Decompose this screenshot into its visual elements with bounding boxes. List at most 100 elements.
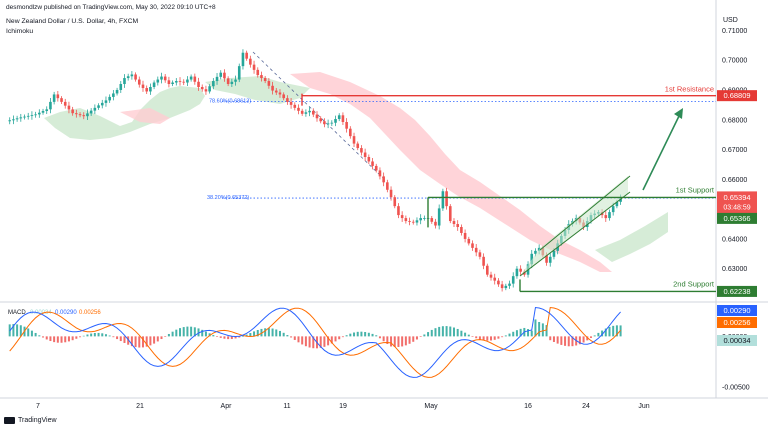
candle-body: [356, 143, 360, 149]
x-tick-label: Jun: [638, 403, 649, 410]
macd-hist-bar: [308, 336, 311, 348]
fib-label-1: 38.20%(0.65372): [207, 195, 249, 201]
macd-hist-bar: [449, 326, 452, 337]
hist-badge-bg: [717, 335, 757, 346]
macd-badge: 0.00290: [723, 306, 750, 315]
macd-legend-signal: 0.00256: [79, 310, 101, 316]
candle-body: [100, 102, 104, 106]
candle-body: [456, 224, 459, 228]
macd-hist-bar: [93, 332, 96, 337]
macd-hist-bar: [278, 330, 281, 337]
macd-hist-bar: [504, 335, 507, 337]
candle-body: [400, 215, 404, 219]
candle-body: [8, 120, 12, 122]
resistance-label: 1st Resistance: [665, 85, 714, 94]
macd-hist-bar: [245, 334, 248, 337]
macd-hist-bar: [208, 333, 211, 337]
candle-body: [178, 81, 182, 82]
macd-hist-bar: [260, 328, 263, 337]
candle-body: [271, 85, 274, 91]
macd-hist-bar: [227, 336, 230, 340]
channel-upper-line: [539, 175, 631, 251]
macd-hist-bar: [42, 336, 45, 338]
candle-body: [112, 93, 115, 97]
macd-hist-bar: [338, 336, 341, 340]
macd-hist-bar: [589, 336, 592, 338]
macd-badge-bg: [717, 305, 757, 316]
candle-body: [489, 274, 493, 278]
candle-body: [430, 218, 434, 222]
macd-hist-bar: [323, 336, 326, 347]
macd-hist-bar: [145, 336, 148, 347]
macd-hist-bar: [552, 336, 555, 342]
indicator-label: Ichimoku: [6, 28, 34, 35]
macd-hist-bar: [34, 332, 37, 337]
candle-body: [278, 92, 282, 95]
macd-hist-bar: [171, 331, 174, 337]
candle-body: [82, 115, 86, 117]
candle-body: [323, 121, 326, 125]
y-tick-label: 0.64000: [722, 236, 747, 243]
macd-hist-bar: [164, 336, 167, 337]
signal-badge-bg: [717, 317, 757, 328]
candle-body: [352, 136, 356, 144]
macd-legend-hist: 0.00034: [30, 310, 52, 316]
last-price-badge-bg: [717, 191, 757, 214]
x-tick-label: 16: [524, 403, 532, 410]
candle-body: [304, 112, 308, 114]
candle-body: [34, 114, 37, 116]
candle-body: [404, 218, 408, 222]
candle-body: [212, 81, 215, 87]
macd-hist-bar: [452, 327, 455, 337]
macd-hist-bar: [271, 328, 274, 337]
macd-hist-bar: [112, 336, 115, 338]
macd-hist-bar: [12, 324, 15, 337]
candle-body: [130, 74, 134, 77]
candle-body: [52, 94, 56, 102]
candle-body: [297, 107, 300, 111]
macd-hist-bar: [60, 336, 63, 343]
candle-body: [504, 285, 508, 289]
macd-hist-bar: [182, 327, 185, 337]
channel-lower-line: [519, 191, 631, 277]
macd-hist-bar: [364, 332, 367, 337]
candle-body: [286, 98, 289, 102]
support2-price-badge-bg: [717, 285, 757, 297]
fib-label-0: 78.60%(0.68613): [209, 98, 251, 104]
macd-hist-bar: [267, 328, 270, 337]
macd-hist-bar: [327, 336, 330, 346]
macd-hist-bar: [238, 336, 241, 338]
macd-hist-bar: [538, 321, 541, 337]
candle-body: [223, 72, 226, 79]
macd-hist-bar: [601, 330, 604, 337]
candle-body: [497, 280, 500, 285]
macd-hist-bar: [515, 330, 518, 337]
macd-hist-bar: [97, 332, 100, 337]
candle-body: [171, 82, 174, 85]
kumo-bullish-early: [44, 86, 205, 140]
candle-body: [434, 221, 437, 226]
candle-body: [315, 114, 319, 119]
macd-hist-bar: [223, 336, 226, 339]
macd-hist-bar: [353, 332, 356, 337]
candle-body: [137, 79, 141, 85]
macd-hist-bar: [367, 332, 370, 337]
candle-body: [389, 189, 393, 198]
macd-hist-bar: [441, 326, 444, 337]
candle-body: [374, 165, 378, 171]
last-price-badge: 0.65394: [723, 193, 750, 202]
candle-body: [615, 201, 619, 207]
publish-credit: desmondlzw published on TradingView.com,…: [6, 4, 216, 11]
macd-hist-bar: [119, 336, 122, 342]
macd-hist-bar: [219, 336, 222, 338]
projection-arrow-line: [642, 113, 681, 191]
y-tick-label: 0.70000: [722, 58, 747, 65]
candle-body: [49, 101, 52, 110]
candle-body: [393, 197, 397, 207]
kumo-bearish-main: [290, 72, 612, 272]
candle-body: [67, 105, 71, 110]
macd-hist-bar: [175, 329, 178, 337]
macd-hist-bar: [149, 336, 152, 346]
